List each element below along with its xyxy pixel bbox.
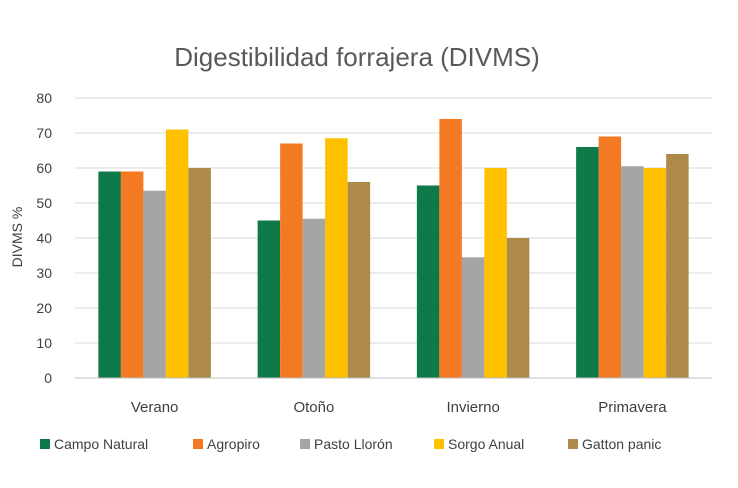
legend-label: Agropiro: [207, 436, 260, 452]
y-tick-label: 40: [36, 230, 52, 246]
x-category-label: Primavera: [598, 399, 667, 416]
legend-label: Gatton panic: [582, 436, 661, 452]
bar-campo-natural-0: [98, 171, 121, 378]
bar-agropiro-1: [280, 143, 303, 378]
bar-gatton-panic-3: [666, 154, 689, 378]
y-tick-label: 0: [44, 370, 52, 386]
legend-swatch: [40, 439, 50, 449]
bar-gatton-panic-0: [188, 168, 211, 378]
y-axis-ticks: 0 10 20 30 40 50 60 70 80: [36, 90, 52, 386]
bar-pasto-llor-n-0: [143, 190, 166, 378]
y-tick-label: 70: [36, 125, 52, 141]
bar-sorgo-anual-0: [165, 129, 189, 378]
bar-campo-natural-3: [576, 147, 599, 378]
y-tick-label: 20: [36, 300, 52, 316]
x-axis-categories: Verano Otoño Invierno Primavera: [131, 399, 667, 416]
bar-pasto-llor-n-2: [461, 257, 485, 378]
bar-sorgo-anual-1: [325, 138, 348, 378]
bar-sorgo-anual-2: [484, 168, 507, 378]
x-category-label: Otoño: [293, 399, 334, 416]
bar-pasto-llor-n-3: [621, 166, 644, 378]
bar-agropiro-0: [120, 171, 144, 378]
x-category-label: Invierno: [446, 399, 499, 416]
legend-swatch: [568, 439, 578, 449]
legend: Campo Natural Agropiro Pasto Llorón Sorgo A…: [40, 436, 661, 452]
y-tick-label: 80: [36, 90, 52, 106]
bar-gatton-panic-1: [347, 182, 371, 378]
bar-gatton-panic-2: [506, 238, 530, 378]
y-tick-label: 30: [36, 265, 52, 281]
legend-swatch: [434, 439, 444, 449]
chart-title: Digestibilidad forrajera (DIVMS): [174, 42, 540, 72]
legend-label: Campo Natural: [54, 436, 148, 452]
bars: [98, 119, 689, 378]
y-tick-label: 10: [36, 335, 52, 351]
bar-agropiro-2: [439, 119, 462, 378]
bar-campo-natural-2: [416, 185, 440, 378]
legend-label: Sorgo Anual: [448, 436, 524, 452]
bar-pasto-llor-n-1: [302, 218, 326, 378]
legend-label: Pasto Llorón: [314, 436, 393, 452]
y-axis-label: DIVMS %: [9, 207, 25, 268]
x-category-label: Verano: [131, 399, 179, 416]
bar-sorgo-anual-3: [643, 168, 667, 378]
legend-swatch: [300, 439, 310, 449]
bar-agropiro-3: [598, 136, 622, 378]
y-tick-label: 60: [36, 160, 52, 176]
y-tick-label: 50: [36, 195, 52, 211]
legend-swatch: [193, 439, 203, 449]
bar-campo-natural-1: [257, 220, 281, 378]
